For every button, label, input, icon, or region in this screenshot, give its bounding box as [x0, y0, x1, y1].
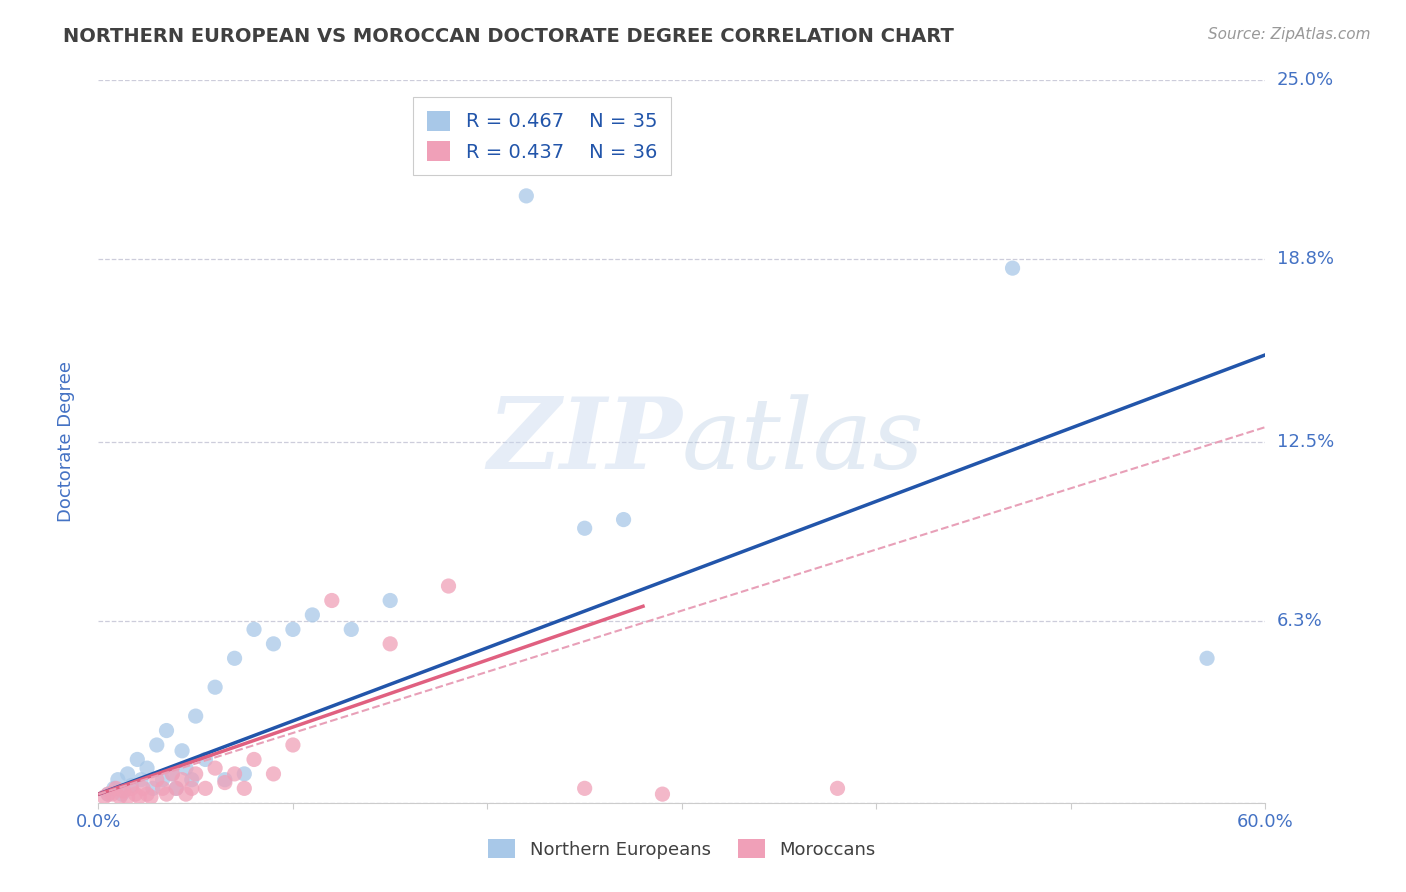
Point	[613, 512, 636, 526]
Point	[101, 787, 124, 801]
Point	[104, 781, 127, 796]
Point	[204, 761, 226, 775]
Point	[214, 772, 236, 787]
Point	[233, 781, 256, 796]
Text: Source: ZipAtlas.com: Source: ZipAtlas.com	[1208, 27, 1371, 42]
Point	[112, 784, 135, 798]
Point	[136, 761, 159, 775]
Text: NORTHERN EUROPEAN VS MOROCCAN DOCTORATE DEGREE CORRELATION CHART: NORTHERN EUROPEAN VS MOROCCAN DOCTORATE …	[63, 27, 955, 45]
Point	[136, 787, 159, 801]
Point	[380, 637, 402, 651]
Text: ZIP: ZIP	[486, 393, 682, 490]
Point	[180, 781, 202, 796]
Point	[827, 781, 849, 796]
Point	[139, 790, 162, 805]
Point	[214, 775, 236, 789]
Text: 12.5%: 12.5%	[1277, 433, 1334, 450]
Point	[170, 744, 193, 758]
Point	[301, 607, 323, 622]
Point	[97, 787, 120, 801]
Point	[262, 767, 284, 781]
Point	[574, 781, 596, 796]
Point	[155, 723, 177, 738]
Point	[194, 781, 217, 796]
Point	[380, 593, 402, 607]
Point	[180, 772, 202, 787]
Point	[93, 790, 115, 805]
Point	[1001, 261, 1024, 276]
Y-axis label: Doctorate Degree: Doctorate Degree	[56, 361, 75, 522]
Text: 18.8%: 18.8%	[1277, 251, 1333, 268]
Point	[515, 189, 537, 203]
Point	[437, 579, 460, 593]
Point	[128, 790, 150, 805]
Point	[132, 781, 155, 796]
Point	[262, 637, 284, 651]
Point	[142, 781, 165, 796]
Point	[155, 787, 177, 801]
Point	[121, 779, 143, 793]
Point	[117, 767, 139, 781]
Point	[165, 781, 187, 796]
Point	[146, 772, 169, 787]
Point	[152, 772, 174, 787]
Point	[1195, 651, 1218, 665]
Point	[224, 651, 246, 665]
Point	[162, 767, 184, 781]
Point	[224, 767, 246, 781]
Legend: Northern Europeans, Moroccans: Northern Europeans, Moroccans	[481, 832, 883, 866]
Text: 25.0%: 25.0%	[1277, 71, 1334, 89]
Point	[152, 781, 174, 796]
Point	[184, 709, 207, 723]
Point	[574, 521, 596, 535]
Text: atlas: atlas	[682, 394, 925, 489]
Point	[281, 738, 304, 752]
Point	[97, 787, 120, 801]
Point	[174, 787, 197, 801]
Point	[121, 781, 143, 796]
Point	[281, 623, 304, 637]
Point	[146, 738, 169, 752]
Point	[162, 767, 184, 781]
Point	[243, 623, 266, 637]
Point	[117, 790, 139, 805]
Point	[107, 772, 129, 787]
Point	[170, 772, 193, 787]
Point	[204, 680, 226, 694]
Point	[103, 781, 125, 796]
Text: 6.3%: 6.3%	[1277, 612, 1322, 630]
Point	[129, 772, 152, 787]
Point	[108, 790, 131, 805]
Point	[124, 787, 146, 801]
Point	[111, 787, 134, 801]
Point	[184, 767, 207, 781]
Point	[165, 781, 187, 796]
Point	[127, 752, 149, 766]
Point	[233, 767, 256, 781]
Point	[651, 787, 673, 801]
Point	[243, 752, 266, 766]
Point	[321, 593, 343, 607]
Point	[340, 623, 363, 637]
Point	[174, 761, 197, 775]
Point	[194, 752, 217, 766]
